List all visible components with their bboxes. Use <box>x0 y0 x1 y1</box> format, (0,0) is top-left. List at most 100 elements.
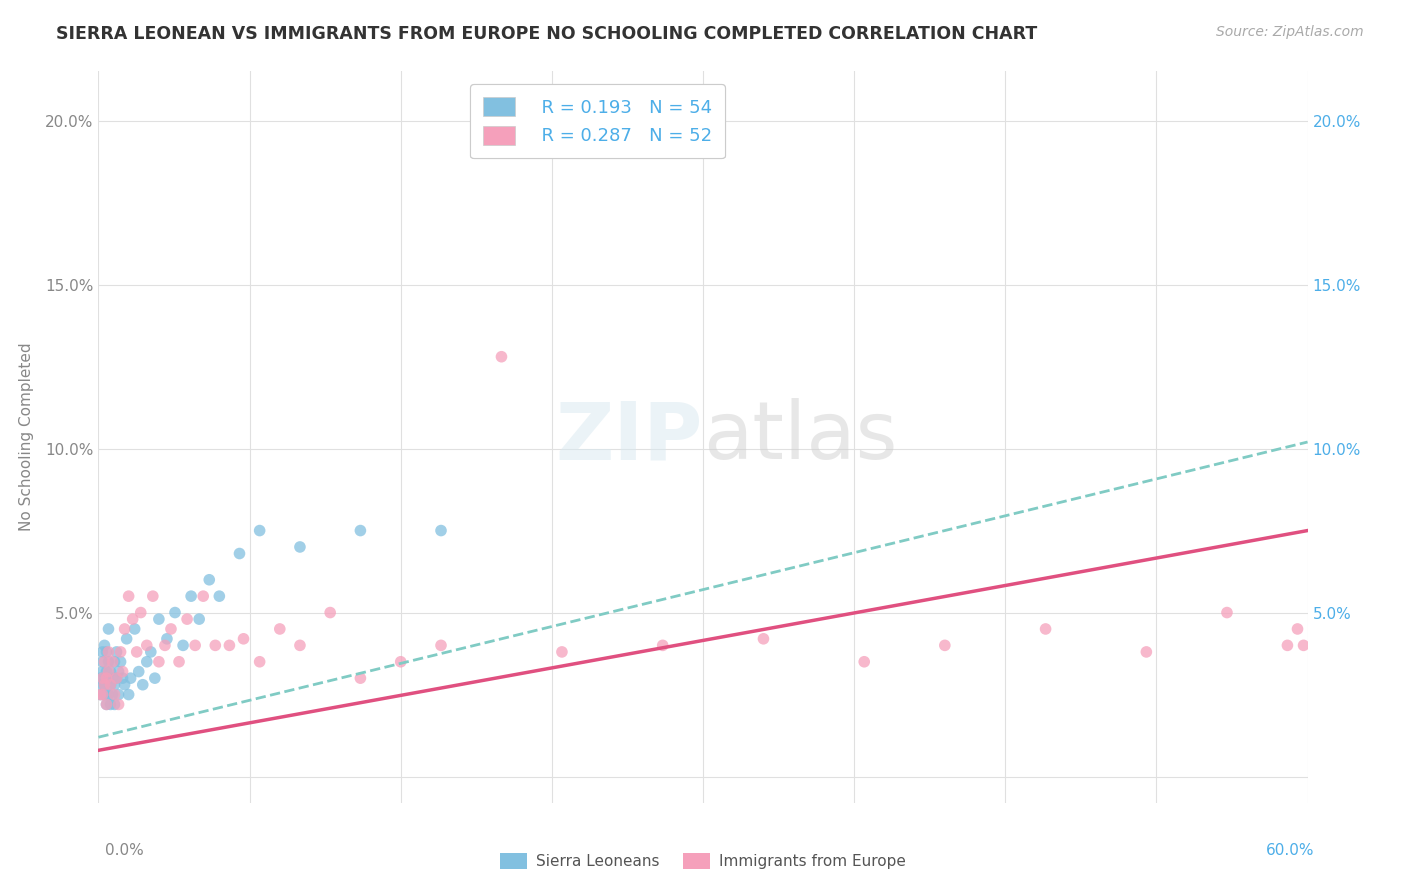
Point <box>349 671 371 685</box>
Point <box>97 622 120 636</box>
Point <box>91 645 114 659</box>
Point <box>551 645 574 659</box>
Point <box>288 540 311 554</box>
Point <box>97 688 120 702</box>
Point <box>176 612 198 626</box>
Point <box>91 665 114 679</box>
Point <box>115 632 138 646</box>
Legend: Sierra Leoneans, Immigrants from Europe: Sierra Leoneans, Immigrants from Europe <box>494 847 912 875</box>
Point <box>93 655 115 669</box>
Point <box>172 638 194 652</box>
Legend:   R = 0.193   N = 54,   R = 0.287   N = 52: R = 0.193 N = 54, R = 0.287 N = 52 <box>470 84 724 158</box>
Point <box>160 622 183 636</box>
Point <box>163 606 186 620</box>
Point <box>167 655 190 669</box>
Point <box>208 589 231 603</box>
Point <box>103 688 125 702</box>
Point <box>96 698 118 712</box>
Point <box>853 655 876 669</box>
Point <box>100 678 122 692</box>
Point <box>1135 645 1157 659</box>
Point <box>180 589 202 603</box>
Point <box>100 678 122 692</box>
Point <box>96 698 118 712</box>
Point <box>269 622 291 636</box>
Point <box>105 671 128 685</box>
Point <box>491 350 513 364</box>
Point <box>132 678 155 692</box>
Point <box>153 638 176 652</box>
Point <box>91 678 114 692</box>
Point <box>111 671 134 685</box>
Point <box>93 678 115 692</box>
Point <box>124 622 146 636</box>
Point <box>93 678 115 692</box>
Point <box>430 524 453 538</box>
Point <box>135 638 157 652</box>
Point <box>1286 622 1309 636</box>
Point <box>139 645 162 659</box>
Point <box>97 671 120 685</box>
Point <box>198 573 221 587</box>
Point <box>135 655 157 669</box>
Point <box>389 655 412 669</box>
Point <box>288 638 311 652</box>
Point <box>101 655 124 669</box>
Point <box>107 698 129 712</box>
Point <box>97 645 120 659</box>
Point <box>96 645 118 659</box>
Point <box>934 638 956 652</box>
Point <box>101 671 124 685</box>
Point <box>430 638 453 652</box>
Point <box>1216 606 1239 620</box>
Point <box>1035 622 1057 636</box>
Point <box>93 671 115 685</box>
Point <box>100 698 122 712</box>
Point <box>148 655 170 669</box>
Text: 0.0%: 0.0% <box>105 843 145 858</box>
Point <box>96 671 118 685</box>
Point <box>100 665 122 679</box>
Point <box>96 665 118 679</box>
Point <box>128 665 150 679</box>
Point <box>1277 638 1299 652</box>
Point <box>91 671 114 685</box>
Point <box>218 638 240 652</box>
Point <box>110 655 132 669</box>
Point <box>120 671 142 685</box>
Point <box>93 688 115 702</box>
Point <box>142 589 165 603</box>
Point <box>143 671 166 685</box>
Point <box>118 589 141 603</box>
Point <box>107 688 129 702</box>
Point <box>232 632 254 646</box>
Point <box>228 547 250 561</box>
Text: atlas: atlas <box>703 398 897 476</box>
Point <box>114 678 136 692</box>
Point <box>129 606 152 620</box>
Point <box>319 606 342 620</box>
Point <box>349 524 371 538</box>
Point <box>121 612 143 626</box>
Point <box>97 665 120 679</box>
Point <box>103 655 125 669</box>
Point <box>105 645 128 659</box>
Point <box>110 645 132 659</box>
Point <box>101 688 124 702</box>
Point <box>105 671 128 685</box>
Point <box>97 655 120 669</box>
Text: SIERRA LEONEAN VS IMMIGRANTS FROM EUROPE NO SCHOOLING COMPLETED CORRELATION CHAR: SIERRA LEONEAN VS IMMIGRANTS FROM EUROPE… <box>56 25 1038 43</box>
Point <box>103 678 125 692</box>
Point <box>148 612 170 626</box>
Point <box>91 688 114 702</box>
Text: ZIP: ZIP <box>555 398 703 476</box>
Point <box>752 632 775 646</box>
Point <box>107 665 129 679</box>
Point <box>89 688 111 702</box>
Point <box>651 638 673 652</box>
Point <box>1292 638 1315 652</box>
Point <box>184 638 207 652</box>
Point <box>91 655 114 669</box>
Point <box>114 622 136 636</box>
Point <box>103 698 125 712</box>
